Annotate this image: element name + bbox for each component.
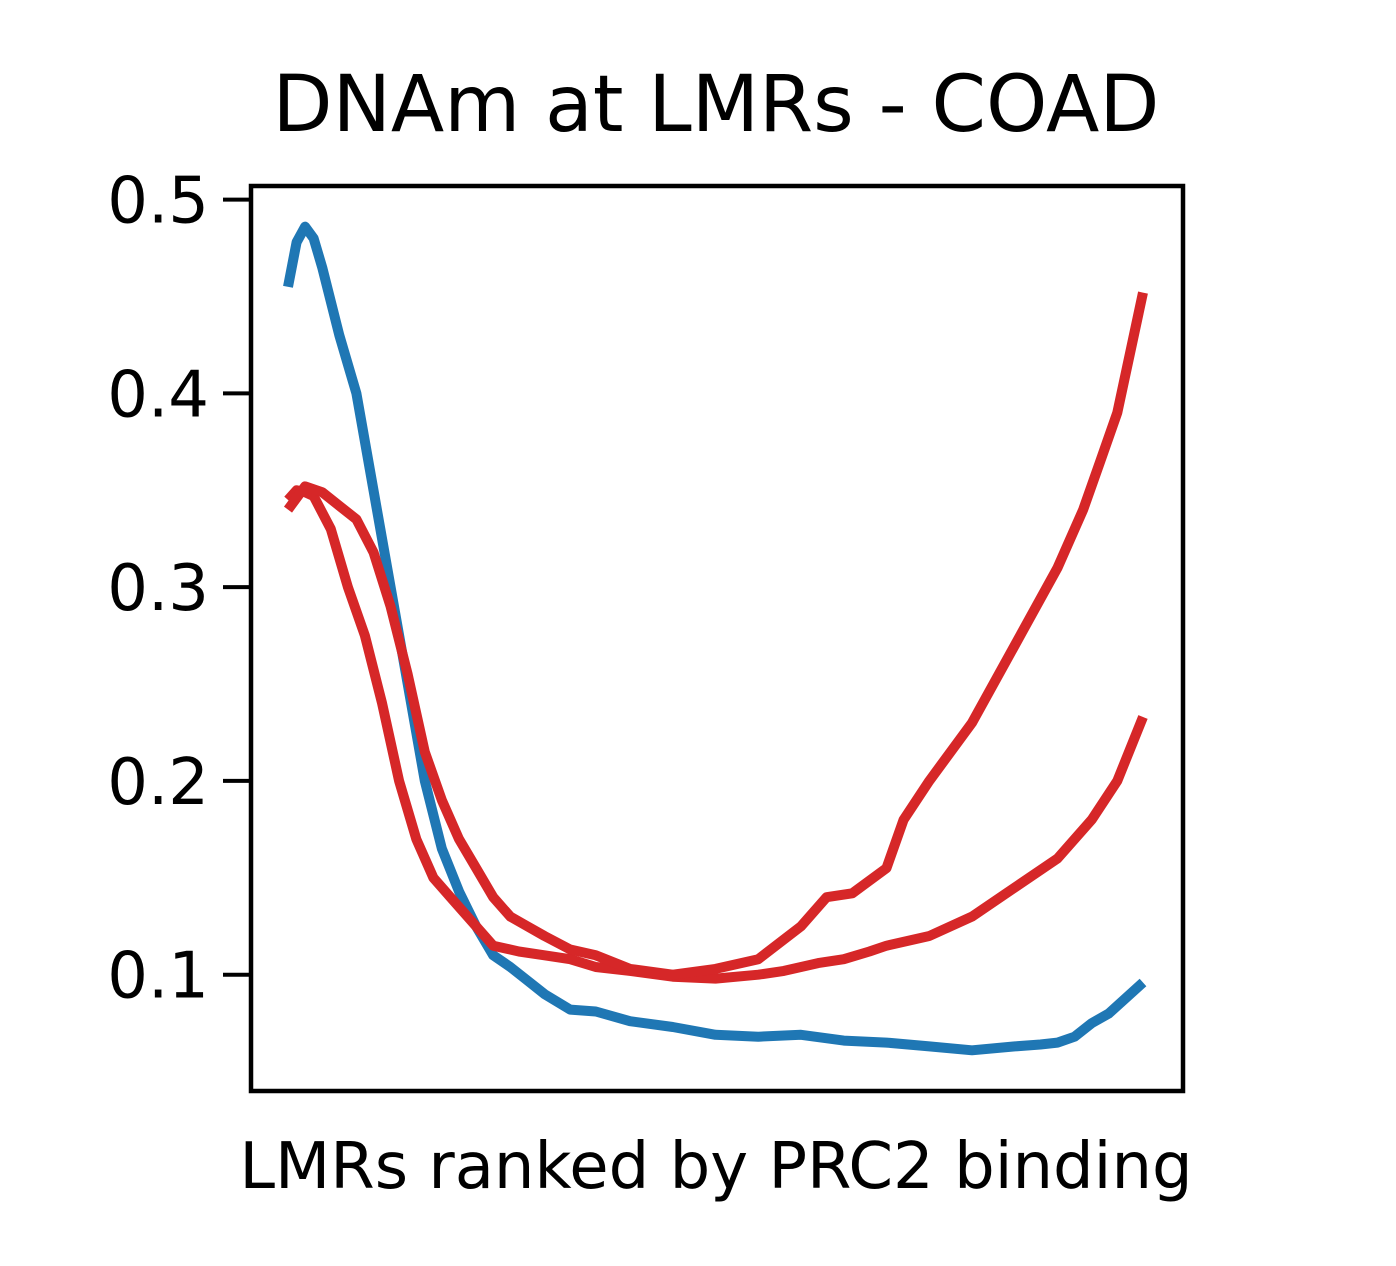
y-tick-label: 0.4 [107, 358, 209, 432]
plot-area-frame [248, 183, 1186, 1094]
series-layer [283, 221, 1148, 1056]
y-axis-ticks: 0.1 0.2 0.3 0.4 0.5 [107, 165, 251, 1014]
y-tick-label: 0.2 [107, 746, 209, 820]
y-tick-label: 0.5 [107, 165, 209, 239]
x-axis-label: LMRs ranked by PRC2 binding [239, 1130, 1192, 1204]
chart-title: DNAm at LMRs - COAD [273, 60, 1160, 150]
y-tick-label: 0.3 [107, 552, 209, 626]
series-line-3 [283, 291, 1148, 980]
series-line-1 [283, 221, 1147, 1056]
y-tick-label: 0.1 [107, 940, 209, 1014]
series-line-2 [284, 485, 1148, 984]
